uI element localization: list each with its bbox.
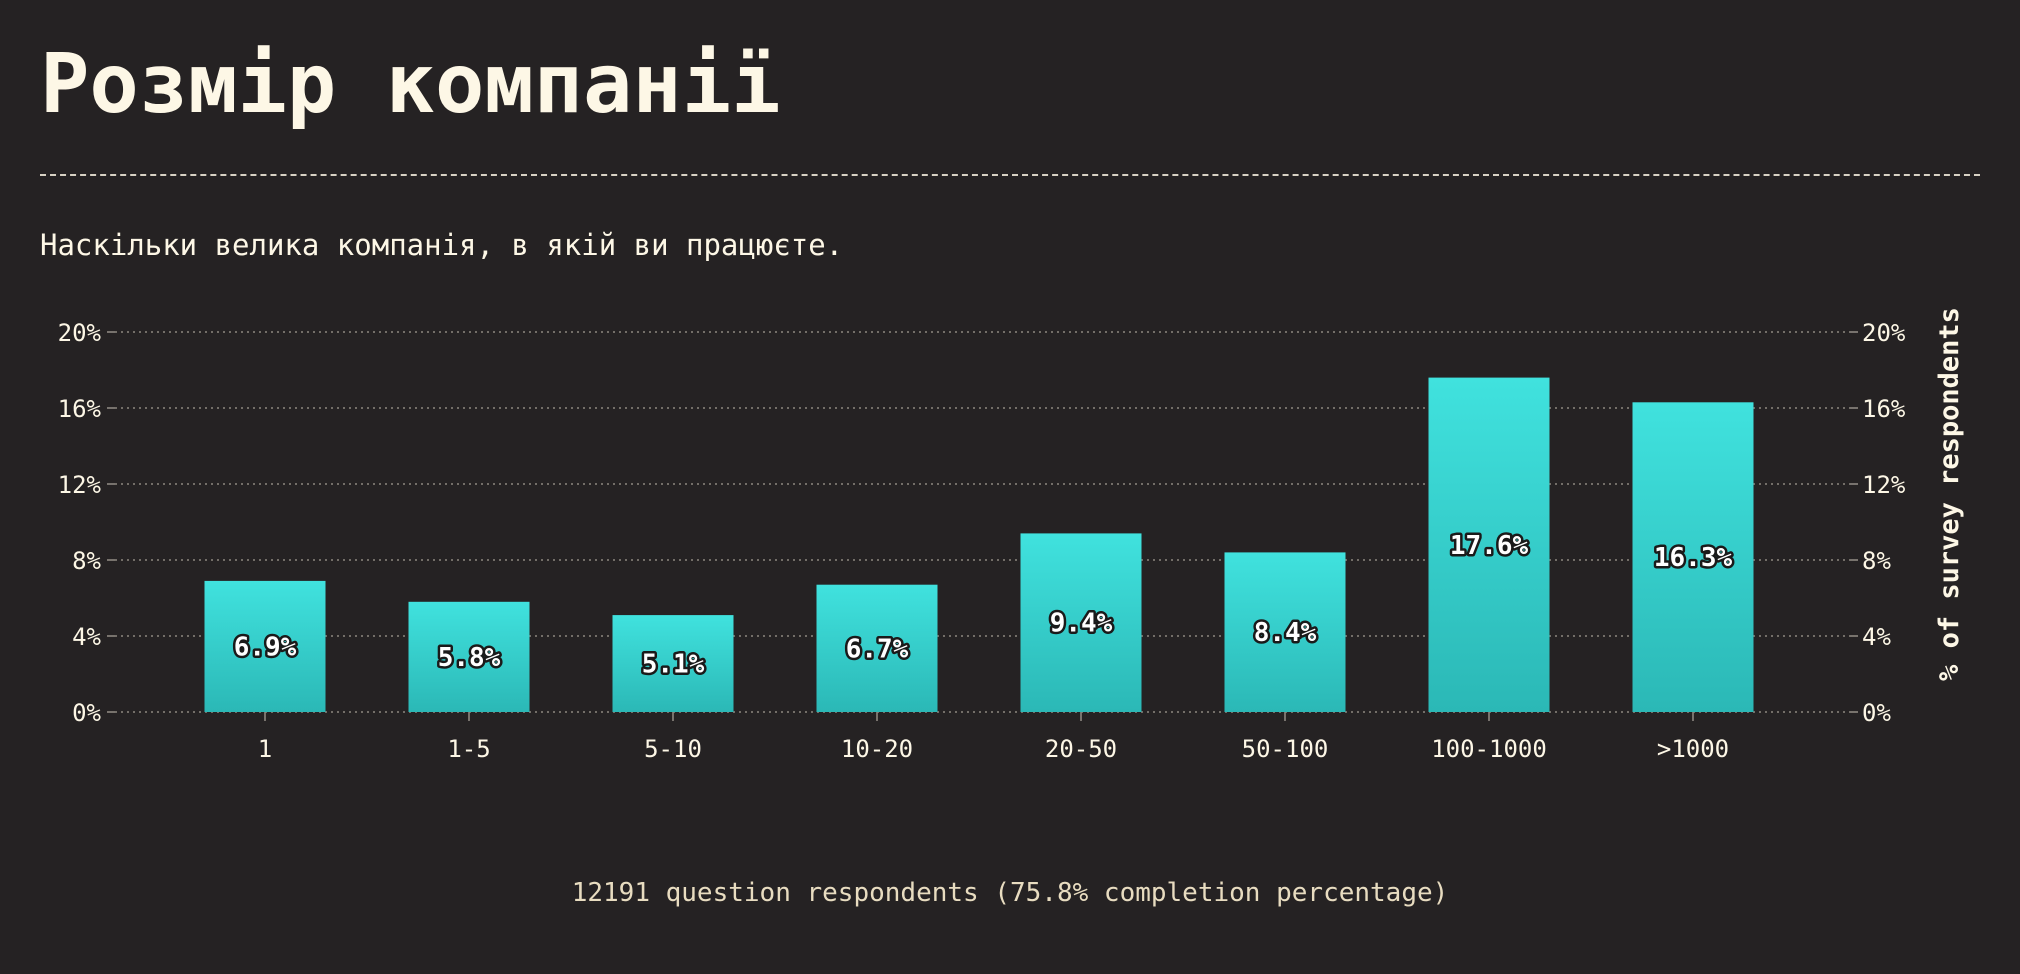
- x-tick-label: 20-50: [1045, 735, 1117, 763]
- chart-subtitle: Наскільки велика компанія, в якій ви пра…: [40, 228, 844, 262]
- y-tick-label-left: 12%: [58, 471, 102, 499]
- data-label: 6.7%: [846, 634, 909, 664]
- data-label: 5.8%: [438, 643, 501, 673]
- bar-chart: 6.9% 5.8% 5.1% 6.7% 9.4% 8.4% 17.6% 16.3% 0% 0% 4…: [58, 307, 1965, 763]
- x-tick-label: 10-20: [841, 735, 913, 763]
- bars: 6.9% 5.8% 5.1% 6.7% 9.4% 8.4% 17.6% 16.3%: [204, 377, 1754, 712]
- grid-lines: [115, 331, 1850, 713]
- title-divider: [40, 174, 1980, 176]
- page-title: Розмір компанії: [40, 37, 781, 132]
- y-tick-label-left: 8%: [72, 547, 101, 575]
- y-tick-label-left: 0%: [72, 699, 101, 727]
- bar-5-10: [612, 615, 734, 712]
- y-tick-label-right: 16%: [1862, 395, 1906, 423]
- bar->1000: [1632, 402, 1754, 712]
- bar-100-1000: [1428, 377, 1550, 712]
- x-tick-label: 1: [258, 735, 272, 763]
- data-label: 5.1%: [642, 650, 705, 680]
- x-tick-label: 100-1000: [1431, 735, 1547, 763]
- x-tick-label: 50-100: [1242, 735, 1329, 763]
- bar-50-100: [1224, 552, 1346, 712]
- y-tick-label-left: 4%: [72, 623, 101, 651]
- x-tick-label: 1-5: [447, 735, 490, 763]
- axes: 0% 0% 4% 4% 8% 8% 12% 12% 16% 16% 20% 20% 1 1-5 5-10 10…: [58, 307, 1965, 763]
- x-tick-label: 5-10: [644, 735, 702, 763]
- data-label: 16.3%: [1654, 543, 1733, 573]
- respondents-note: 12191 question respondents (75.8% comple…: [571, 878, 1449, 908]
- data-label: 8.4%: [1254, 618, 1317, 648]
- data-label: 9.4%: [1050, 609, 1113, 639]
- y-tick-label-left: 16%: [58, 395, 102, 423]
- data-label: 6.9%: [234, 632, 297, 662]
- y-tick-label-right: 8%: [1862, 547, 1891, 575]
- x-tick-label: >1000: [1657, 735, 1729, 763]
- bar-1-5: [408, 601, 530, 712]
- bar-10-20: [816, 584, 938, 712]
- y-tick-label-right: 4%: [1862, 623, 1891, 651]
- y-tick-label-right: 20%: [1862, 319, 1906, 347]
- bar-20-50: [1020, 533, 1142, 712]
- y-tick-label-right: 12%: [1862, 471, 1906, 499]
- bar-1: [204, 580, 326, 712]
- y-tick-label-left: 20%: [58, 319, 102, 347]
- y-tick-label-right: 0%: [1862, 699, 1891, 727]
- data-label: 17.6%: [1450, 531, 1529, 561]
- y-axis-title: % of survey respondents: [1934, 307, 1965, 681]
